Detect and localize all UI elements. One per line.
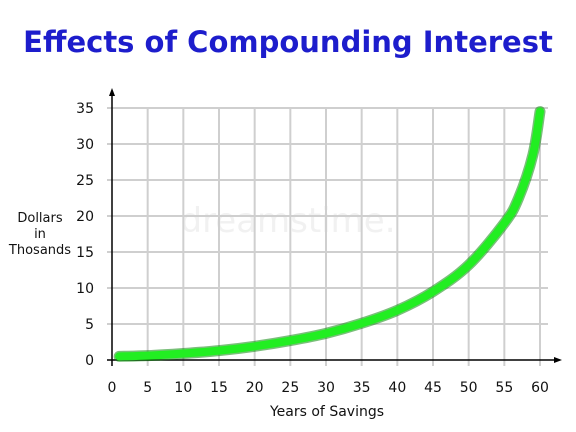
x-tick-label: 45 [424, 380, 442, 396]
x-tick-label: 50 [460, 380, 478, 396]
y-tick-label: 0 [85, 353, 94, 369]
x-tick-label: 35 [353, 380, 371, 396]
x-tick-label: 5 [143, 380, 152, 396]
y-tick-label: 30 [76, 137, 94, 153]
y-tick-label: 10 [76, 281, 94, 297]
x-axis-arrow [554, 357, 562, 363]
y-axis-label-line-2: in [34, 227, 46, 242]
x-tick-label: 10 [174, 380, 192, 396]
x-tick-label: 60 [531, 380, 549, 396]
x-tick-label: 0 [108, 380, 117, 396]
axes [107, 88, 562, 366]
x-tick-label: 20 [246, 380, 264, 396]
x-tick-label: 30 [317, 380, 335, 396]
y-tick-label: 20 [76, 209, 94, 225]
tick-labels: 0 5 10 15 20 25 30 35 40 45 50 55 60 0 5 10 15 20 25 30 35 [76, 101, 549, 396]
y-axis-label-line-1: Dollars [17, 211, 62, 226]
x-tick-label: 40 [388, 380, 406, 396]
series-line [115, 107, 544, 361]
watermark: dreamstime. [180, 201, 395, 241]
x-tick-label: 55 [495, 380, 513, 396]
y-axis-arrow [109, 88, 115, 96]
y-axis-label-line-3: Thosands [8, 243, 71, 258]
series-group [113, 106, 546, 362]
y-tick-label: 5 [85, 317, 94, 333]
x-tick-label: 25 [281, 380, 299, 396]
chart-title: Effects of Compounding Interest [23, 25, 553, 59]
x-tick-label: 15 [210, 380, 228, 396]
x-axis-label: Years of Savings [269, 404, 384, 420]
y-tick-label: 25 [76, 173, 94, 189]
y-tick-label: 15 [76, 245, 94, 261]
y-tick-label: 35 [76, 101, 94, 117]
grid [107, 107, 548, 366]
